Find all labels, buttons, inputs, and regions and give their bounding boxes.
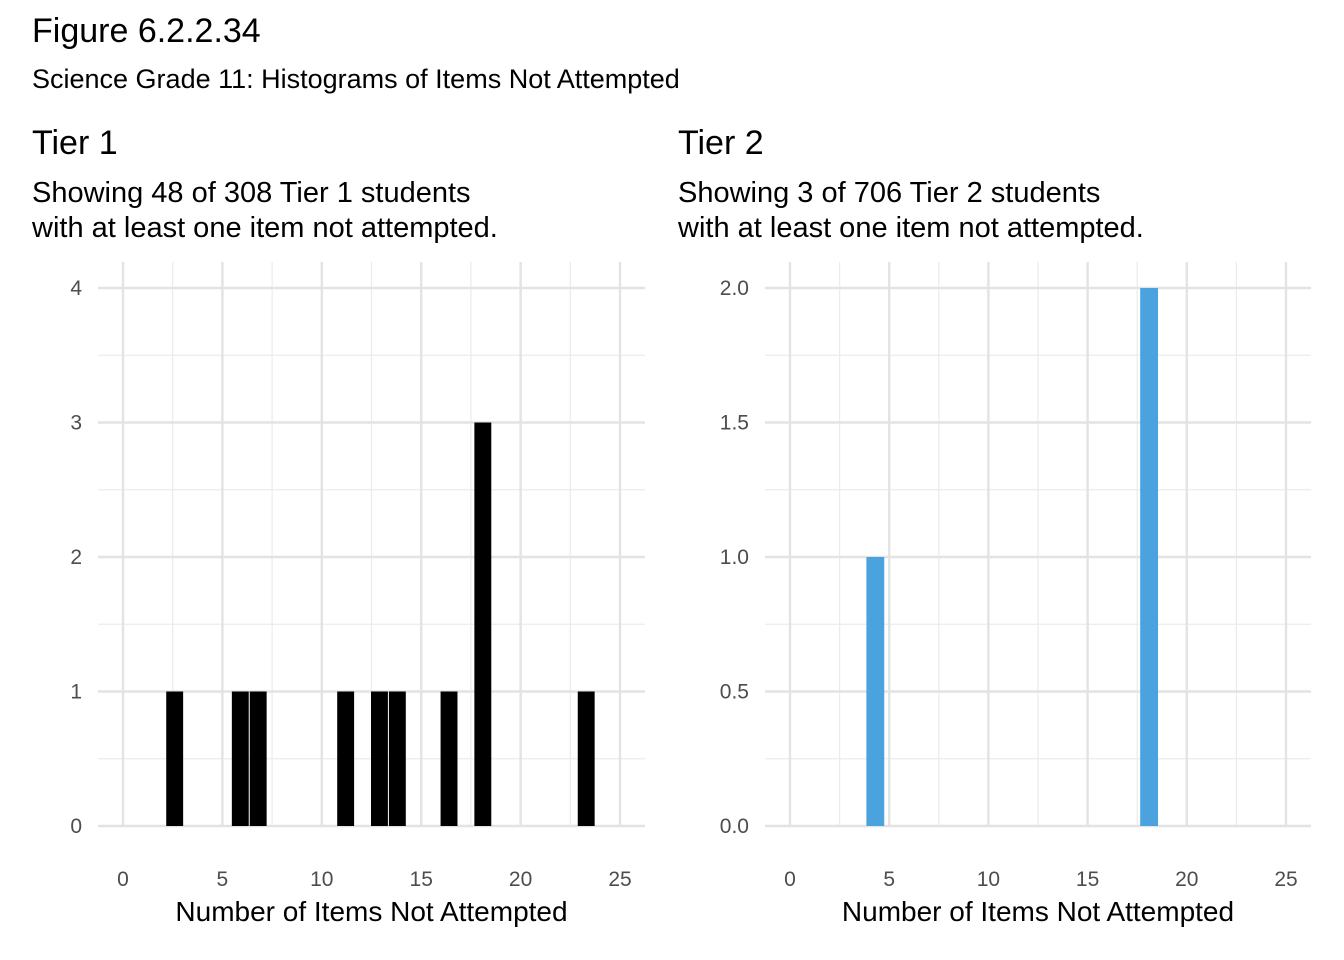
tier2-x-axis-title: Number of Items Not Attempted: [842, 896, 1234, 927]
tier1-y-tick-label: 4: [70, 277, 82, 300]
tier1-x-axis-title: Number of Items Not Attempted: [175, 896, 567, 927]
tier1-x-tick-label: 20: [509, 868, 532, 891]
tier1-bar: [166, 691, 184, 826]
tier2-panel-title: Tier 2: [678, 124, 764, 162]
tier1-bar: [249, 691, 267, 826]
tier2-y-tick-label: 0.5: [720, 681, 749, 704]
tier2-x-tick-label: 25: [1274, 868, 1297, 891]
tier1-x-tick-label: 15: [410, 868, 433, 891]
tier1-x-tick-label: 0: [117, 868, 129, 891]
tier2-panel-subtitle: Showing 3 of 706 Tier 2 students with at…: [678, 176, 1144, 246]
tier2-subtitle-line-2: with at least one item not attempted.: [678, 212, 1144, 244]
tier1-bar: [388, 691, 406, 826]
tier1-bar: [474, 422, 492, 826]
tier2-y-tick-label: 1.5: [720, 412, 749, 435]
figure-subtitle: Science Grade 11: Histograms of Items No…: [32, 64, 680, 94]
tier1-y-tick-label: 3: [70, 412, 82, 435]
tier1-y-tick-label: 1: [70, 681, 82, 704]
tier2-y-tick-label: 1.0: [720, 546, 749, 569]
tier1-x-tick-label: 25: [608, 868, 631, 891]
tier1-x-tick-label: 10: [310, 868, 333, 891]
tier2-x-tick-label: 20: [1175, 868, 1198, 891]
tier2-x-tick-label: 10: [977, 868, 1000, 891]
tier1-y-tick-label: 0: [70, 815, 82, 838]
tier1-bar: [577, 691, 595, 826]
tier2-x-tick-label: 0: [784, 868, 796, 891]
tier1-bar: [371, 691, 388, 826]
tier1-panel-title: Tier 1: [32, 124, 118, 162]
tier2-y-tick-label: 0.0: [720, 815, 749, 838]
tier1-bar: [337, 691, 355, 826]
tier1-y-tick-label: 2: [70, 546, 82, 569]
tier1-bar: [231, 691, 249, 826]
tier1-panel-subtitle: Showing 48 of 308 Tier 1 students with a…: [32, 176, 498, 246]
tier1-subtitle-line-1: Showing 48 of 308 Tier 1 students: [32, 177, 471, 209]
tier2-x-tick-label: 15: [1076, 868, 1099, 891]
tier2-bar: [866, 557, 885, 826]
tier1-subtitle-line-2: with at least one item not attempted.: [32, 212, 498, 244]
tier1-bar: [440, 691, 458, 826]
tier2-subtitle-line-1: Showing 3 of 706 Tier 2 students: [678, 177, 1101, 209]
tier1-x-tick-label: 5: [217, 868, 229, 891]
figure-title: Figure 6.2.2.34: [32, 12, 261, 50]
tier2-x-tick-label: 5: [883, 868, 895, 891]
tier2-bar: [1140, 288, 1159, 826]
tier2-y-tick-label: 2.0: [720, 277, 749, 300]
